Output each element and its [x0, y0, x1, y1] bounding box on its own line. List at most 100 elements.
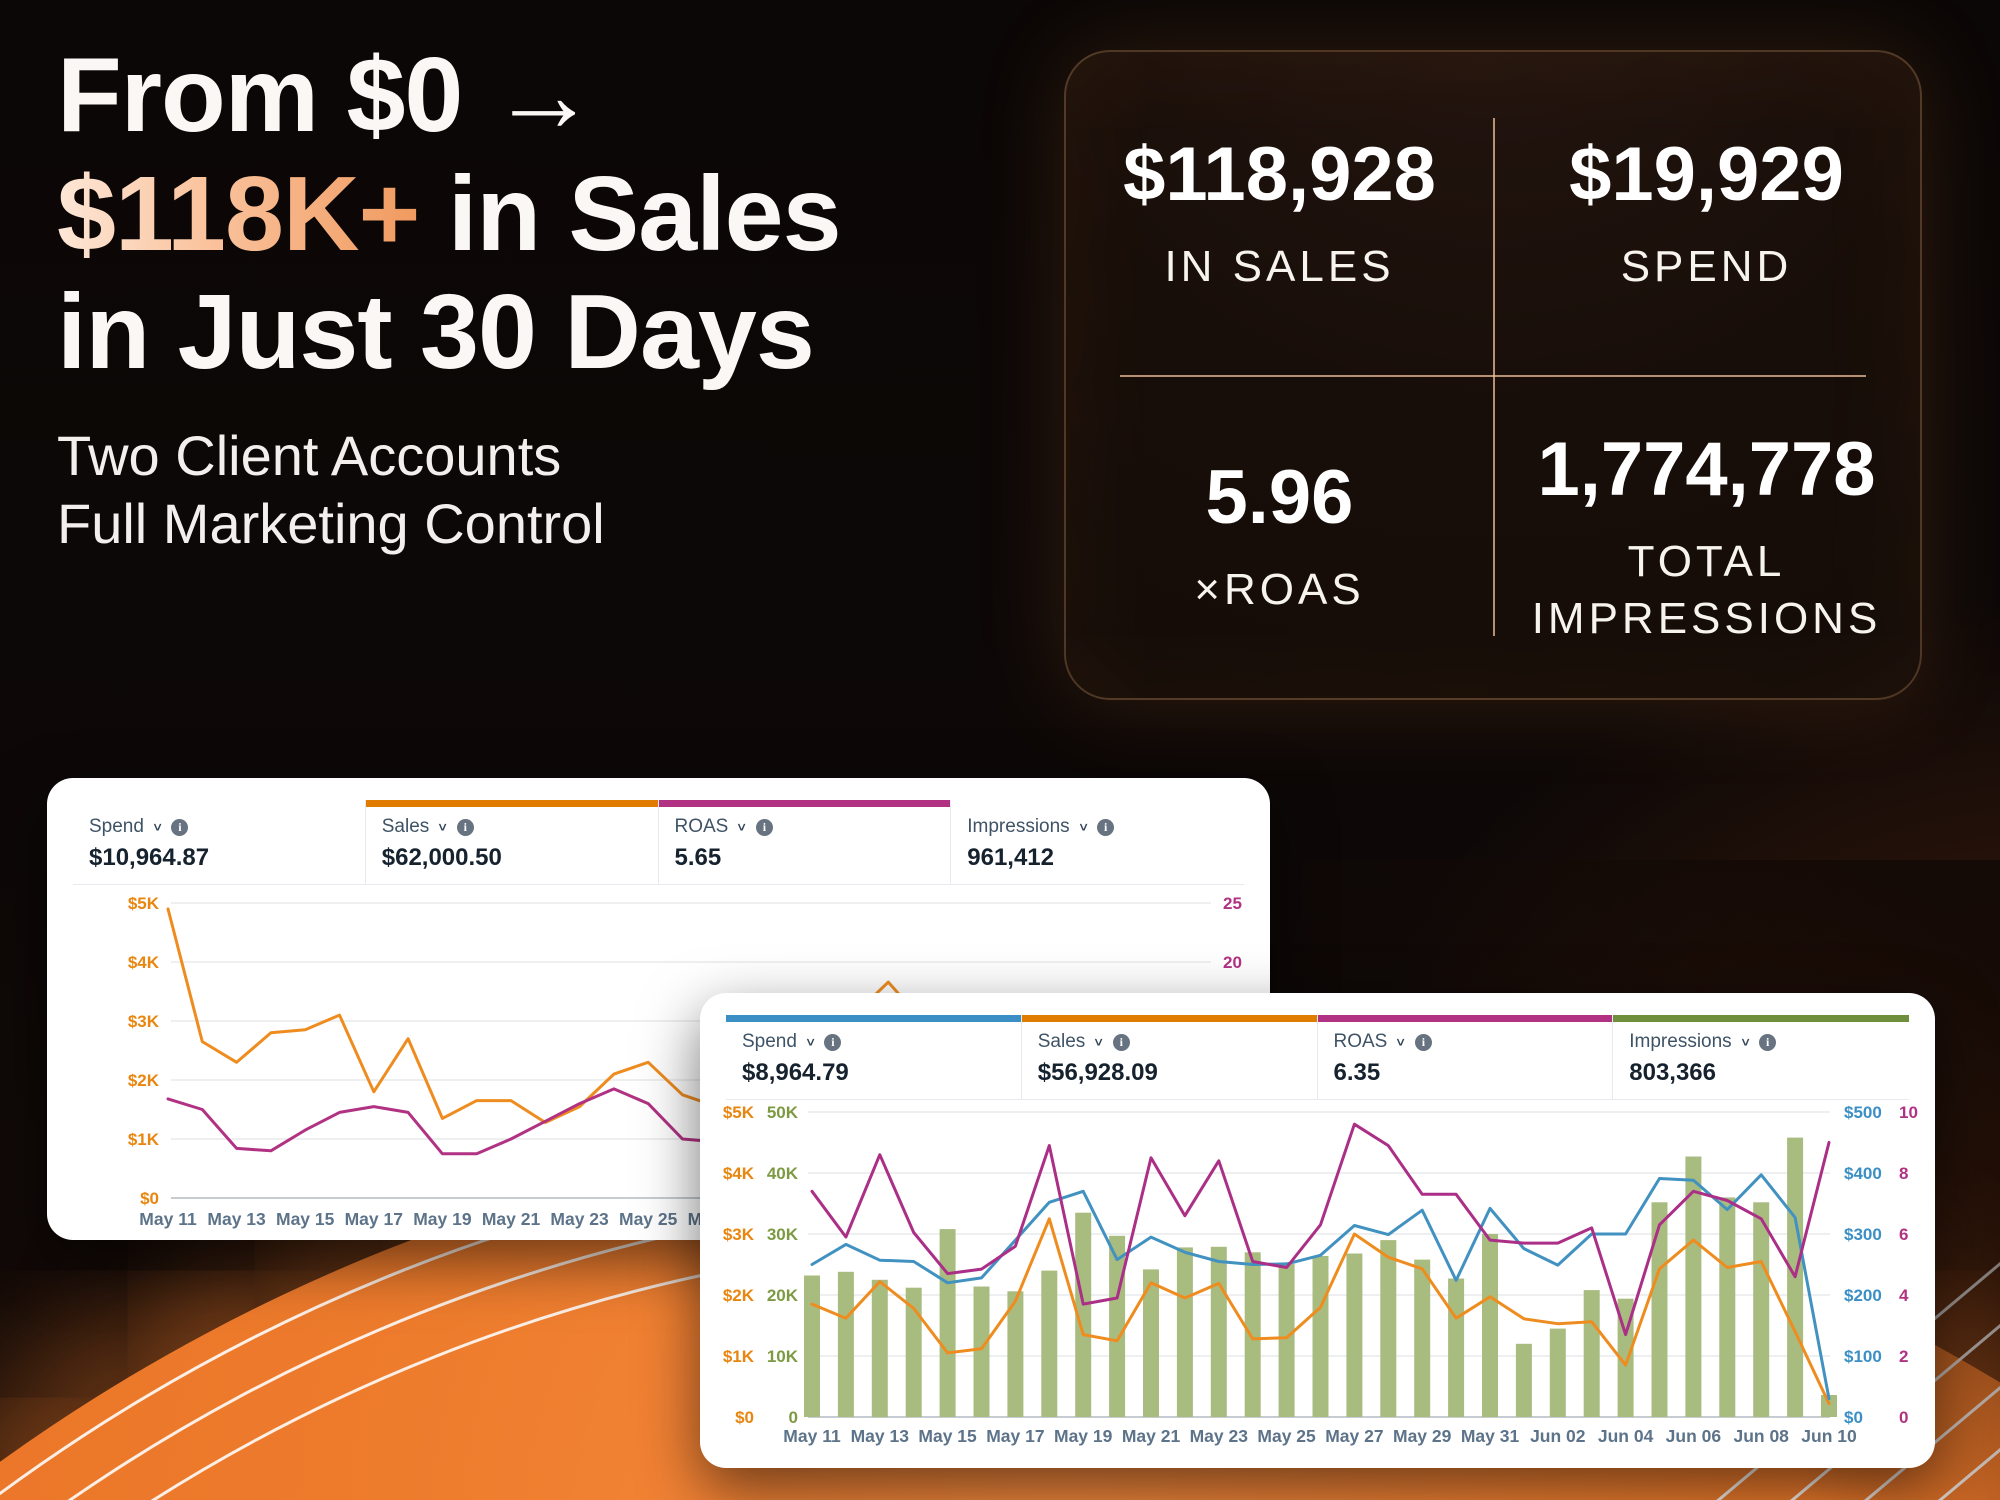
- metric-tab-spend[interactable]: Spend ∨ i $10,964.87: [73, 800, 366, 884]
- info-icon[interactable]: i: [171, 818, 189, 836]
- stat-label: IN SALES: [1164, 242, 1395, 292]
- svg-text:May 27: May 27: [1325, 1426, 1383, 1446]
- svg-text:May 17: May 17: [345, 1209, 403, 1229]
- chevron-down-icon: ∨: [804, 1034, 817, 1049]
- metric-tab-roas[interactable]: ROAS ∨ i 5.65: [658, 800, 952, 884]
- svg-text:0: 0: [789, 1408, 798, 1427]
- svg-text:Jun 06: Jun 06: [1666, 1426, 1722, 1446]
- metric-label: Spend: [742, 1031, 797, 1052]
- svg-text:May 19: May 19: [413, 1209, 472, 1229]
- svg-text:$0: $0: [1844, 1408, 1863, 1427]
- svg-text:$1K: $1K: [723, 1347, 755, 1366]
- metric-label: Spend: [89, 816, 144, 837]
- metric-tab-sales[interactable]: Sales ∨ i $62,000.50: [365, 800, 659, 884]
- info-icon[interactable]: i: [1097, 818, 1115, 836]
- metric-tab-impressions[interactable]: Impressions ∨ i 961,412: [951, 800, 1244, 884]
- svg-text:$100: $100: [1844, 1347, 1882, 1366]
- metric-value: $62,000.50: [381, 844, 502, 871]
- svg-text:$3K: $3K: [128, 1012, 160, 1031]
- stats-divider-vertical: [1493, 118, 1495, 636]
- metric-accent-bar: [1613, 1015, 1909, 1022]
- svg-text:May 29: May 29: [1393, 1426, 1452, 1446]
- svg-text:May 19: May 19: [1054, 1426, 1113, 1446]
- chart-plot: $5K $4K $3K $2K $1K $0 50K 40K 30K 20K 10K 0 $500 $40…: [723, 1103, 1918, 1446]
- svg-text:10K: 10K: [767, 1347, 799, 1366]
- metric-accent-bar: [1021, 1015, 1317, 1022]
- chevron-down-icon: ∨: [151, 819, 164, 834]
- metric-accent-bar: [658, 800, 951, 807]
- svg-text:$1K: $1K: [128, 1130, 160, 1149]
- svg-text:May 23: May 23: [1190, 1426, 1249, 1446]
- metric-tab-roas[interactable]: ROAS ∨ i 6.35: [1317, 1015, 1614, 1099]
- svg-text:$4K: $4K: [723, 1164, 755, 1183]
- svg-text:Jun 10: Jun 10: [1801, 1426, 1857, 1446]
- stat-in-sales: $118,928 IN SALES: [1066, 52, 1493, 375]
- page-subtitle: Two Client Accounts Full Marketing Contr…: [57, 424, 605, 556]
- svg-text:40K: 40K: [767, 1164, 799, 1183]
- metric-label: Sales: [381, 816, 430, 837]
- stat-spend: $19,929 SPEND: [1493, 52, 1920, 375]
- svg-text:$2K: $2K: [128, 1071, 160, 1090]
- stat-roas: 5.96 ×ROAS: [1066, 375, 1493, 698]
- hero-block: From $0 → $118K+ in Sales in Just 30 Day…: [57, 36, 842, 559]
- chevron-down-icon: ∨: [1077, 819, 1090, 834]
- metric-value: 6.35: [1333, 1059, 1381, 1086]
- metric-value: 803,366: [1629, 1059, 1717, 1086]
- stats-divider-horizontal: [1120, 375, 1866, 377]
- svg-text:May 13: May 13: [207, 1209, 266, 1229]
- stat-label: TOTAL IMPRESSIONS: [1531, 536, 1882, 643]
- metric-label: ROAS: [674, 816, 729, 837]
- svg-text:May 15: May 15: [276, 1209, 335, 1229]
- chevron-down-icon: ∨: [1739, 1034, 1752, 1049]
- chevron-down-icon: ∨: [437, 819, 449, 834]
- info-icon[interactable]: i: [1414, 1033, 1432, 1051]
- svg-text:May 15: May 15: [918, 1426, 977, 1446]
- metric-label: Sales: [1037, 1031, 1086, 1052]
- svg-text:$200: $200: [1844, 1286, 1882, 1305]
- svg-text:May 31: May 31: [1461, 1426, 1520, 1446]
- x-axis-labels: May 11 May 13 May 15 May 17 May 19 May 21 May …: [783, 1426, 1857, 1446]
- info-icon[interactable]: i: [824, 1033, 842, 1051]
- metric-value: 5.65: [674, 844, 722, 871]
- metric-tab-spend[interactable]: Spend ∨ i $8,964.79: [726, 1015, 1022, 1099]
- stat-label: SPEND: [1620, 242, 1793, 292]
- metric-tab-sales[interactable]: Sales ∨ i $56,928.09: [1021, 1015, 1318, 1099]
- svg-text:$5K: $5K: [723, 1103, 755, 1122]
- svg-text:May 23: May 23: [550, 1209, 609, 1229]
- svg-text:$300: $300: [1844, 1225, 1882, 1244]
- title-accent: $118K+: [57, 154, 420, 273]
- metric-value: 961,412: [967, 844, 1055, 871]
- metric-accent-bar: [951, 800, 1244, 807]
- info-icon[interactable]: i: [456, 818, 474, 836]
- svg-text:$0: $0: [735, 1408, 754, 1427]
- svg-text:May 25: May 25: [1257, 1426, 1316, 1446]
- chevron-down-icon: ∨: [1395, 1034, 1408, 1049]
- svg-text:$500: $500: [1844, 1103, 1882, 1122]
- stat-value: 5.96: [1205, 455, 1354, 541]
- metric-tab-impressions[interactable]: Impressions ∨ i 803,366: [1613, 1015, 1909, 1099]
- svg-text:50K: 50K: [767, 1103, 799, 1122]
- svg-text:20K: 20K: [767, 1286, 799, 1305]
- stat-label: ×ROAS: [1194, 565, 1365, 615]
- metric-accent-bar: [726, 1015, 1021, 1022]
- info-icon[interactable]: i: [755, 818, 773, 836]
- svg-text:May 11: May 11: [139, 1209, 197, 1229]
- info-icon[interactable]: i: [1759, 1033, 1777, 1051]
- info-icon[interactable]: i: [1112, 1033, 1130, 1051]
- metric-tabs: Spend ∨ i $10,964.87 Sales ∨ i $62,000.50 ROAS ∨ i…: [73, 800, 1244, 885]
- svg-text:10: 10: [1899, 1103, 1918, 1122]
- metric-value: $56,928.09: [1037, 1059, 1158, 1086]
- metric-accent-bar: [1317, 1015, 1613, 1022]
- svg-text:$400: $400: [1844, 1164, 1882, 1183]
- chevron-down-icon: ∨: [1093, 1034, 1105, 1049]
- svg-text:$4K: $4K: [128, 953, 160, 972]
- svg-text:Jun 04: Jun 04: [1598, 1426, 1654, 1446]
- svg-text:25: 25: [1223, 894, 1242, 913]
- svg-text:May 17: May 17: [986, 1426, 1044, 1446]
- stat-total-impressions: 1,774,778 TOTAL IMPRESSIONS: [1493, 375, 1920, 698]
- line-series-spend: [810, 1173, 1831, 1401]
- metric-accent-bar: [73, 800, 365, 807]
- stat-value: $118,928: [1123, 132, 1436, 218]
- metric-value: $8,964.79: [742, 1059, 849, 1086]
